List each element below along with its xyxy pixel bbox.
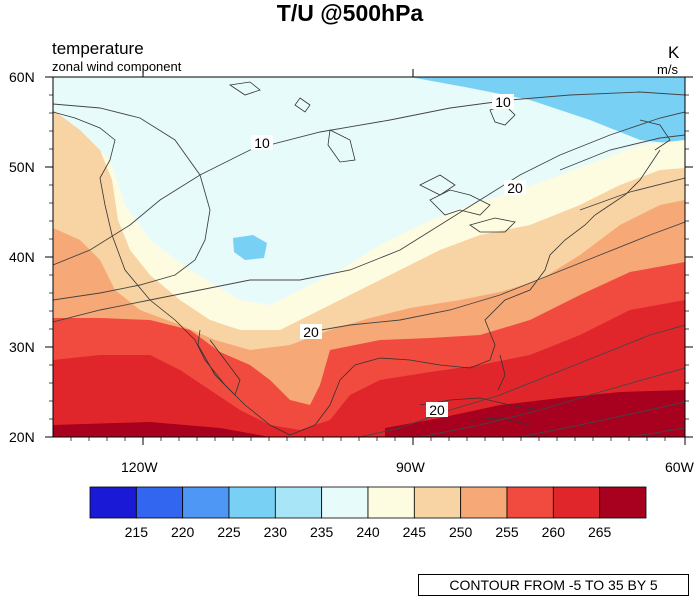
colorbar-label: 230 — [263, 524, 287, 540]
colorbar-swatch — [552, 486, 601, 519]
axis-ticks — [45, 69, 693, 445]
colorbar-swatch — [413, 486, 462, 519]
coastlines — [53, 81, 671, 436]
lon-label-120w: 120W — [121, 459, 158, 475]
colorbar-label: 260 — [541, 524, 565, 540]
left-title-temperature: temperature — [52, 39, 144, 58]
contour-label: 20 — [507, 180, 523, 196]
colorbar-swatch — [367, 486, 415, 519]
wind-contours — [53, 91, 685, 437]
contour-info-box: CONTOUR FROM -5 TO 35 BY 5 — [418, 574, 689, 596]
colorbar-label: 255 — [495, 524, 519, 540]
plot-title: T/U @500hPa — [276, 0, 424, 26]
contour-label: 20 — [429, 402, 445, 418]
lat-label-30n: 30N — [9, 339, 35, 355]
temperature-fill — [53, 77, 685, 437]
colorbar-swatch — [460, 486, 508, 519]
contour-label: 20 — [303, 324, 319, 340]
colorbar-swatch — [228, 486, 276, 519]
colorbar-label: 215 — [124, 524, 148, 540]
right-title-units-ms: m/s — [657, 62, 678, 77]
right-title-units-k: K — [668, 43, 680, 62]
lat-label-20n: 20N — [9, 429, 35, 445]
minor-ticks — [49, 94, 689, 441]
colorbar-swatch — [599, 486, 647, 519]
colorbar-label: 240 — [356, 524, 380, 540]
colorbar-swatch — [506, 486, 554, 519]
colorbar-label: 220 — [170, 524, 195, 540]
colorbar-label: 235 — [309, 524, 334, 540]
colorbar — [89, 486, 647, 519]
lon-label-90w: 90W — [396, 459, 425, 475]
lat-label-60n: 60N — [9, 69, 35, 85]
colorbar-label: 265 — [587, 524, 612, 540]
lon-label-60w: 60W — [665, 459, 694, 475]
colorbar-swatch — [274, 486, 323, 519]
lat-label-50n: 50N — [9, 159, 35, 175]
left-title-wind: zonal wind component — [52, 59, 182, 74]
colorbar-swatch — [135, 486, 184, 519]
contour-label-group: 10 10 20 20 20 — [251, 94, 526, 418]
colorbar-swatch — [89, 486, 137, 519]
colorbar-label: 225 — [217, 524, 241, 540]
contour-label: 10 — [254, 135, 270, 151]
colorbar-swatch — [321, 486, 369, 519]
colorbar-label: 250 — [448, 524, 473, 540]
colorbar-swatch — [182, 486, 230, 519]
contour-label: 10 — [495, 94, 511, 110]
colorbar-label: 245 — [402, 524, 426, 540]
lat-label-40n: 40N — [9, 249, 35, 265]
